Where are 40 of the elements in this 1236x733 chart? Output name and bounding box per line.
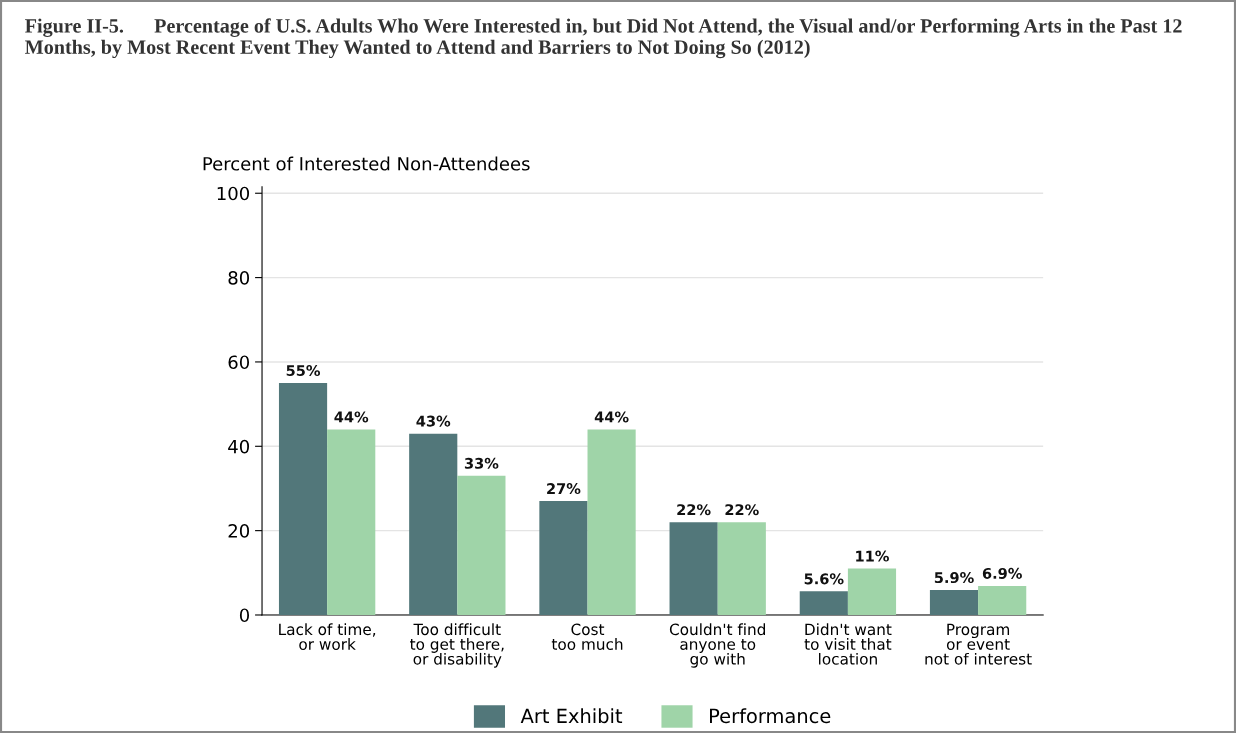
x-tick-label: Couldn't find anyone to go with [669,623,765,668]
bar [457,475,506,615]
data-label: 33% [464,457,499,469]
bar [587,429,636,615]
data-label: 5.6% [804,573,844,585]
data-label: 55% [286,365,321,377]
y-tick-label: 20 [228,524,250,538]
bar [847,568,897,615]
bar [978,585,1027,615]
data-label: 11% [856,550,889,562]
bar [717,522,766,615]
data-label: 5.9% [934,572,974,584]
y-tick-label: 80 [228,271,250,285]
bar [799,591,848,615]
y-tick-label: 60 [228,355,250,370]
bar [539,501,588,615]
bar [327,429,376,615]
bar [669,522,718,615]
x-tick-label: Lack of time, or work [279,623,376,650]
data-label: 6.9% [982,567,1022,579]
x-tick-label: Too difficult to get there, or disability [410,623,504,668]
x-tick-label: Program or event not of interest [925,623,1032,665]
data-label: 44% [594,411,629,423]
bar [929,590,979,615]
y-tick-label: 100 [217,186,250,201]
x-tick-label: Didn't want to visit that location [804,623,892,665]
data-label: 22% [725,504,759,516]
bar [278,383,328,615]
data-label: 27% [547,483,581,495]
y-tick-label: 40 [228,439,250,454]
data-label: 44% [334,411,369,423]
legend-label: Performance [710,708,831,724]
y-axis-title: Percent of Interested Non-Attendees [203,156,530,171]
bar [409,433,458,615]
legend-label: Art Exhibit [520,708,623,724]
y-tick-label: 0 [239,608,250,623]
x-tick-label: Cost too much [551,623,623,650]
chart-title: Figure II-5. Percentage of U.S. Adults Who Were Interested in, but Did Not Attend, the Visual and/or Performing Arts in the Past 12 Months, by Most Recent Event They Wanted to Attend and Barriers to Not Doing So (2012) [25,18,1182,59]
data-label: 43% [416,415,451,427]
data-label: 22% [677,504,711,516]
